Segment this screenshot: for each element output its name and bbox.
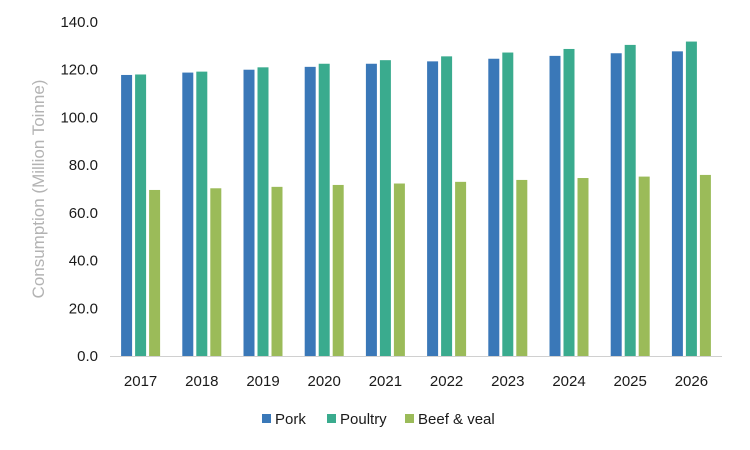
x-tick-label: 2020: [308, 373, 341, 390]
bar-pork-2017: [121, 74, 133, 356]
bar-poultry-2022: [441, 56, 453, 357]
bar-beef-veal-2026: [699, 174, 711, 356]
x-tick-label: 2026: [675, 373, 708, 390]
y-tick-label: 0.0: [77, 348, 98, 365]
bar-poultry-2019: [257, 67, 269, 356]
bars-group: [121, 41, 711, 357]
x-tick-label: 2019: [246, 373, 279, 390]
bar-beef-veal-2025: [638, 176, 650, 356]
x-axis-ticks: 2017 2018 2019 2020 2021 2022 2023 2024 2025 2026: [124, 373, 708, 390]
bar-poultry-2024: [563, 48, 575, 357]
bar-beef-veal-2019: [271, 186, 283, 356]
bar-beef-veal-2017: [149, 189, 161, 356]
y-tick-label: 100.0: [60, 109, 98, 126]
y-tick-label: 20.0: [69, 300, 98, 317]
legend-swatch-beef-veal: [405, 414, 414, 423]
x-tick-label: 2022: [430, 373, 463, 390]
bar-poultry-2020: [318, 63, 330, 356]
bar-poultry-2017: [135, 74, 147, 356]
y-axis-label: Consumption (Million Toinne): [29, 80, 48, 299]
legend-label: Beef & veal: [418, 411, 495, 428]
bar-pork-2025: [610, 53, 622, 356]
bar-pork-2026: [671, 51, 683, 356]
bar-beef-veal-2020: [332, 184, 344, 356]
bar-poultry-2021: [379, 60, 391, 357]
y-tick-label: 40.0: [69, 253, 98, 270]
bar-pork-2022: [427, 61, 439, 356]
legend-label: Poultry: [340, 411, 387, 428]
x-tick-label: 2018: [185, 373, 218, 390]
legend-swatch-poultry: [327, 414, 336, 423]
legend-swatch-pork: [262, 414, 271, 423]
bar-beef-veal-2021: [393, 183, 405, 356]
bar-pork-2024: [549, 55, 561, 357]
bar-pork-2021: [365, 63, 377, 356]
bar-beef-veal-2024: [577, 178, 589, 356]
bar-poultry-2025: [624, 44, 636, 356]
bar-beef-veal-2018: [210, 188, 222, 356]
bar-pork-2020: [304, 66, 316, 356]
bar-poultry-2023: [502, 52, 514, 357]
x-tick-label: 2025: [614, 373, 647, 390]
legend-label: Pork: [275, 411, 306, 428]
x-tick-label: 2023: [491, 373, 524, 390]
y-tick-label: 140.0: [60, 14, 98, 31]
legend: Pork Poultry Beef & veal: [262, 411, 495, 428]
bar-pork-2019: [243, 69, 255, 356]
bar-beef-veal-2023: [516, 179, 528, 356]
bar-pork-2018: [182, 72, 194, 356]
x-tick-label: 2021: [369, 373, 402, 390]
bar-poultry-2018: [196, 71, 208, 356]
bar-pork-2023: [488, 58, 500, 357]
x-tick-label: 2024: [552, 373, 585, 390]
y-axis-ticks: 0.0 20.0 40.0 60.0 80.0 100.0 120.0 140.0: [60, 14, 98, 365]
bar-poultry-2026: [685, 41, 697, 356]
y-tick-label: 80.0: [69, 157, 98, 174]
y-tick-label: 120.0: [60, 62, 98, 79]
x-tick-label: 2017: [124, 373, 157, 390]
bar-beef-veal-2022: [455, 181, 467, 356]
y-tick-label: 60.0: [69, 205, 98, 222]
